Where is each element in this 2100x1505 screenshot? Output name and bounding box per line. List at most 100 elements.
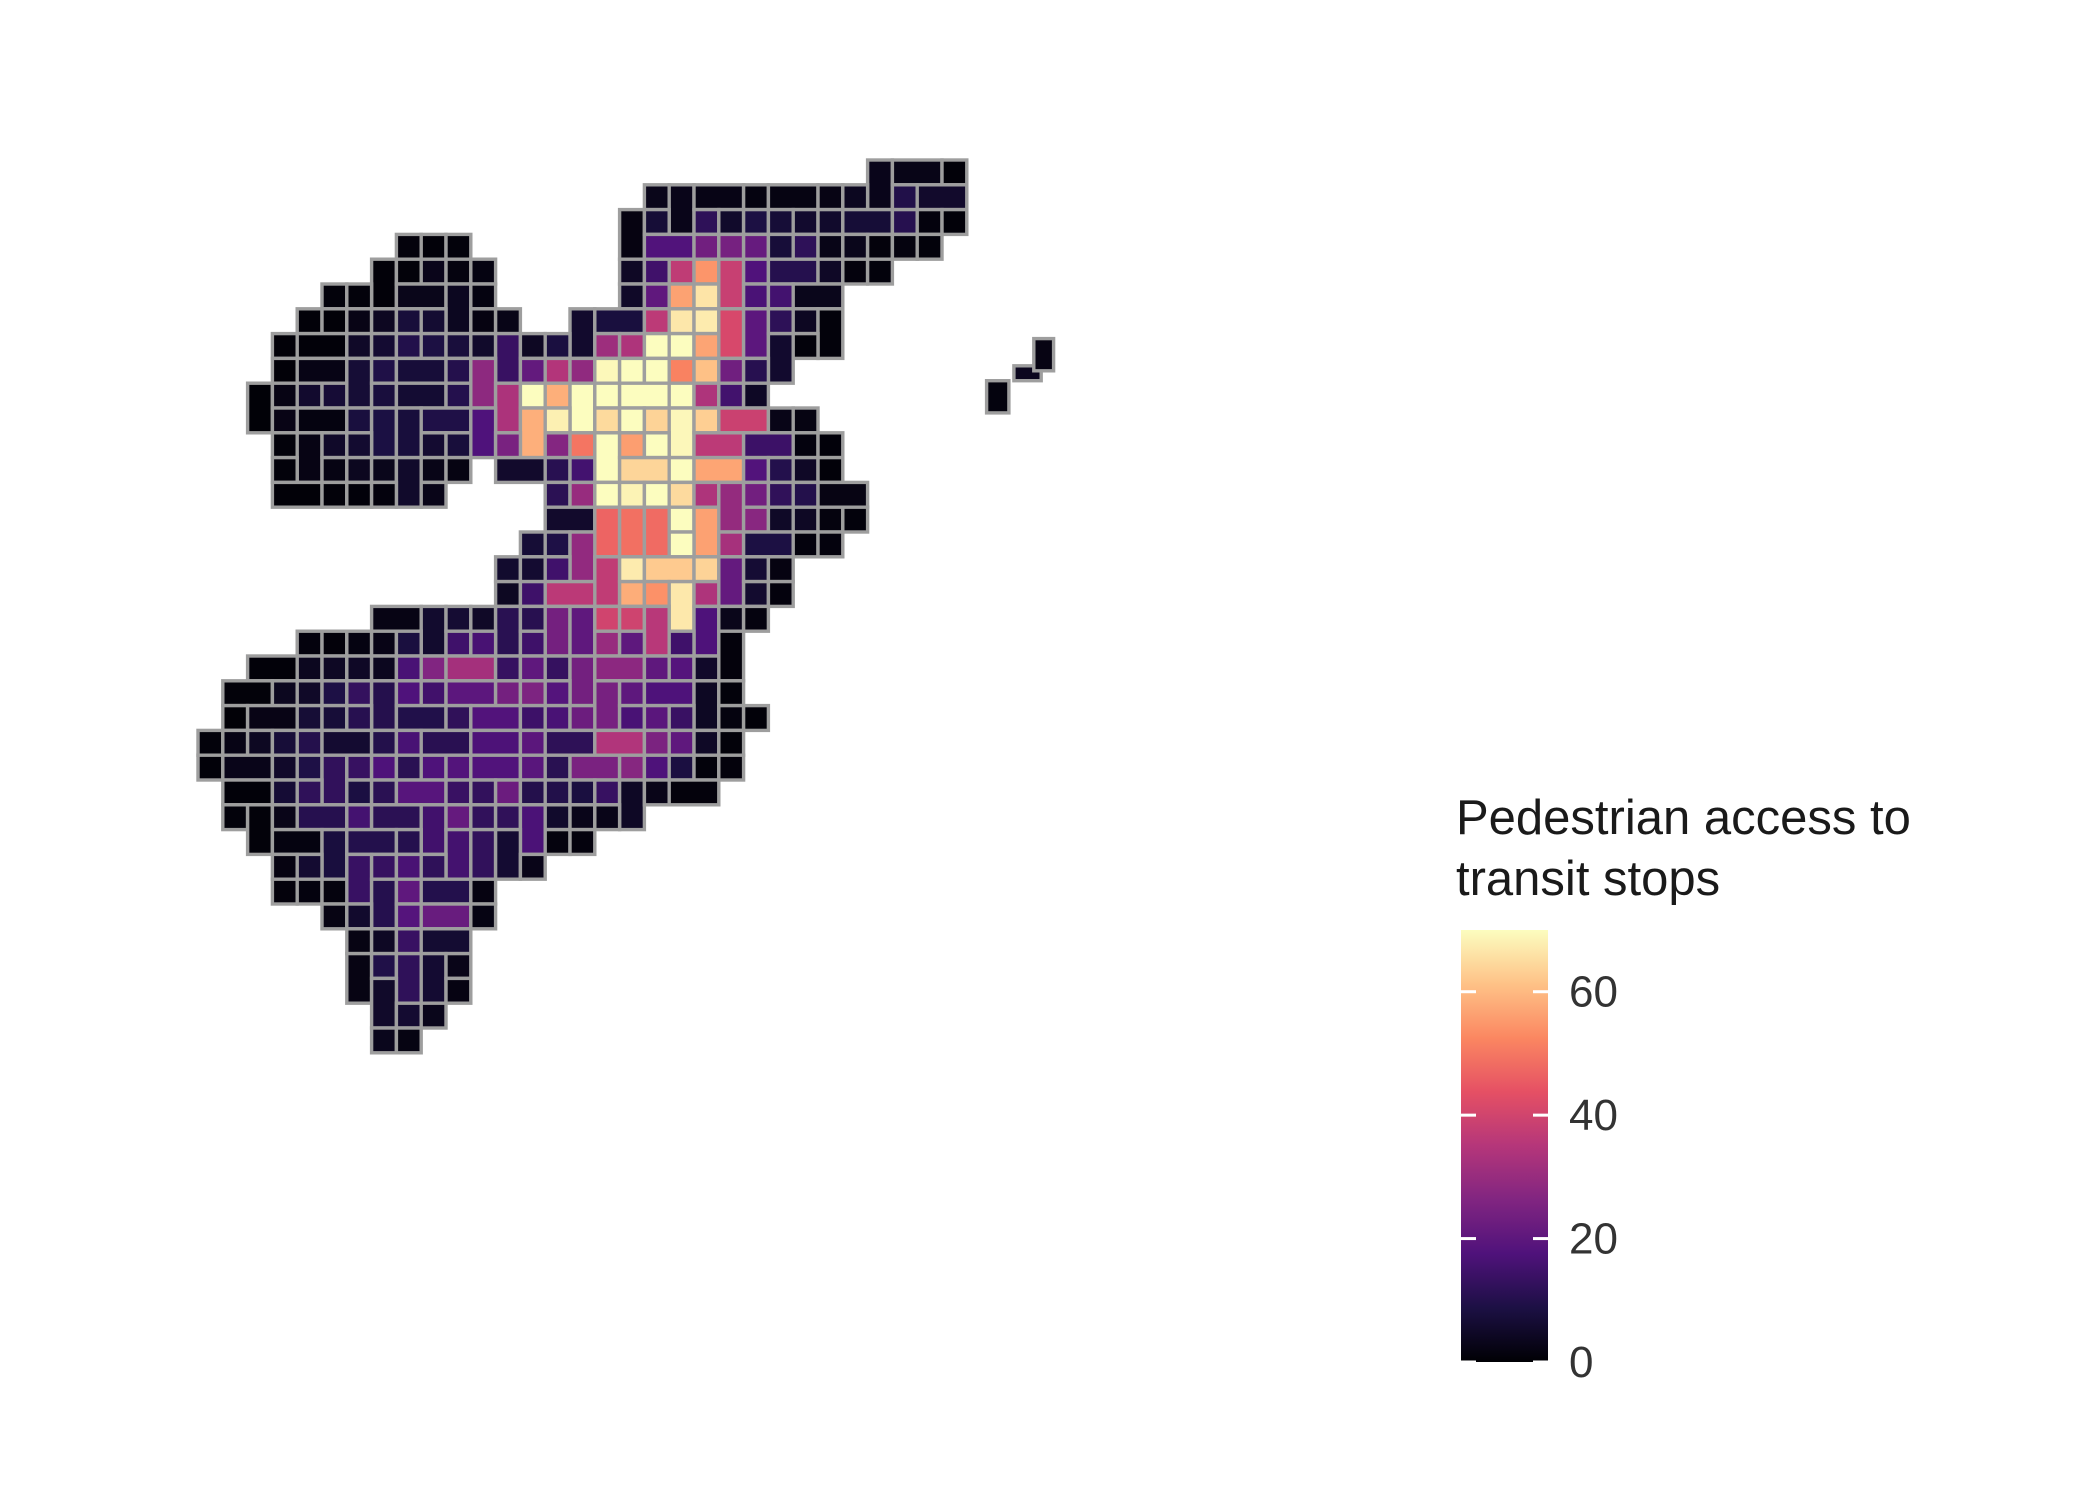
- map-cell: [345, 902, 374, 931]
- map-cell: [444, 976, 473, 1005]
- map-cell: [345, 803, 374, 832]
- map-cell: [419, 604, 448, 658]
- map-cell: [642, 604, 671, 658]
- map-cell: [816, 455, 845, 485]
- map-cell: [617, 406, 647, 435]
- map-cell: [642, 753, 671, 782]
- map-cell: [419, 927, 473, 956]
- map-cell: [692, 307, 721, 336]
- map-cell: [295, 654, 324, 683]
- map-cell: [642, 555, 696, 584]
- map-cell: [245, 728, 275, 757]
- map-cell: [766, 232, 795, 261]
- map-cell: [940, 207, 969, 237]
- map-cell: [345, 331, 374, 361]
- map-cell: [394, 257, 423, 286]
- map-cell: [444, 232, 473, 261]
- map-cell: [345, 629, 374, 658]
- map-cell: [394, 877, 423, 906]
- map-cell: [543, 431, 572, 460]
- map-cell: [717, 555, 746, 609]
- map-cell: [667, 356, 696, 385]
- map-cell: [295, 679, 324, 708]
- map-cell: [295, 331, 349, 361]
- map-cell: [493, 827, 523, 881]
- map-cell: [469, 703, 523, 733]
- map-cell: [394, 728, 423, 757]
- map-cell: [667, 579, 696, 633]
- map-cell: [667, 183, 696, 237]
- map-cell: [419, 331, 448, 361]
- map-cell: [245, 654, 299, 683]
- map-cell: [345, 356, 374, 410]
- map-cell: [717, 604, 746, 633]
- map-cell: [245, 703, 299, 733]
- map-cell: [295, 629, 324, 658]
- map-cell: [270, 431, 299, 460]
- map-cell: [791, 207, 820, 237]
- map-cell: [320, 282, 349, 311]
- map-cell: [369, 679, 399, 733]
- map-cell: [493, 555, 523, 584]
- map-cell: [741, 207, 771, 237]
- map-cell: [419, 728, 473, 757]
- map-cell: [593, 803, 622, 832]
- map-cell: [394, 951, 423, 1005]
- map-cell: [345, 654, 374, 683]
- map-cell: [617, 257, 647, 286]
- map-cell: [717, 207, 746, 237]
- legend-tick-label: 20: [1569, 1215, 1618, 1264]
- map-cell: [394, 282, 448, 311]
- map-cell: [320, 877, 349, 906]
- map-cell: [816, 480, 870, 509]
- map-cell: [221, 778, 275, 807]
- map-cell: [394, 307, 423, 336]
- map-cell: [667, 629, 696, 658]
- map-cell: [419, 455, 448, 485]
- map-cell: [617, 381, 671, 410]
- map-cell: [667, 703, 696, 733]
- map-cell: [766, 406, 795, 435]
- map-cell: [493, 604, 523, 658]
- map-cell: [692, 480, 721, 509]
- color-legend: Pedestrian access to transit stops 0 20 40…: [1456, 791, 1911, 1387]
- map-cell: [543, 728, 597, 757]
- map-cell: [692, 604, 721, 658]
- legend-title-line-2: transit stops: [1456, 852, 1720, 906]
- map-cell: [617, 480, 647, 509]
- map-cell: [369, 629, 399, 658]
- map-cell: [295, 852, 324, 881]
- map-cell: [394, 1026, 423, 1055]
- map-cell: [766, 307, 795, 336]
- map-cell: [543, 827, 572, 857]
- map-cell: [717, 381, 746, 410]
- map-cell: [444, 282, 473, 336]
- map-cell: [369, 927, 399, 956]
- map-cell: [469, 728, 523, 757]
- map-cell: [270, 381, 299, 410]
- map-cell: [617, 604, 647, 633]
- map-cell: [469, 307, 498, 336]
- map-cell: [642, 505, 671, 559]
- map-cell: [369, 852, 399, 881]
- map-cell: [518, 356, 547, 385]
- map-cell: [444, 679, 498, 708]
- map-cell: [320, 753, 349, 807]
- map-cell: [717, 728, 746, 757]
- map-cell: [617, 331, 647, 361]
- map-cell: [667, 530, 696, 559]
- map-cell: [568, 703, 597, 733]
- map-grid-cells: [196, 158, 1056, 1055]
- map-cell: [295, 778, 324, 807]
- map-cell: [419, 803, 448, 857]
- map-cell: [320, 629, 349, 658]
- map-cell: [543, 604, 572, 658]
- map-cell: [444, 604, 473, 633]
- map-cell: [717, 307, 746, 361]
- map-cell: [816, 257, 845, 286]
- map-cell: [493, 778, 523, 807]
- map-cell: [568, 381, 597, 435]
- map-cell: [369, 480, 399, 509]
- map-cell: [617, 778, 647, 832]
- map-cell: [419, 1001, 448, 1030]
